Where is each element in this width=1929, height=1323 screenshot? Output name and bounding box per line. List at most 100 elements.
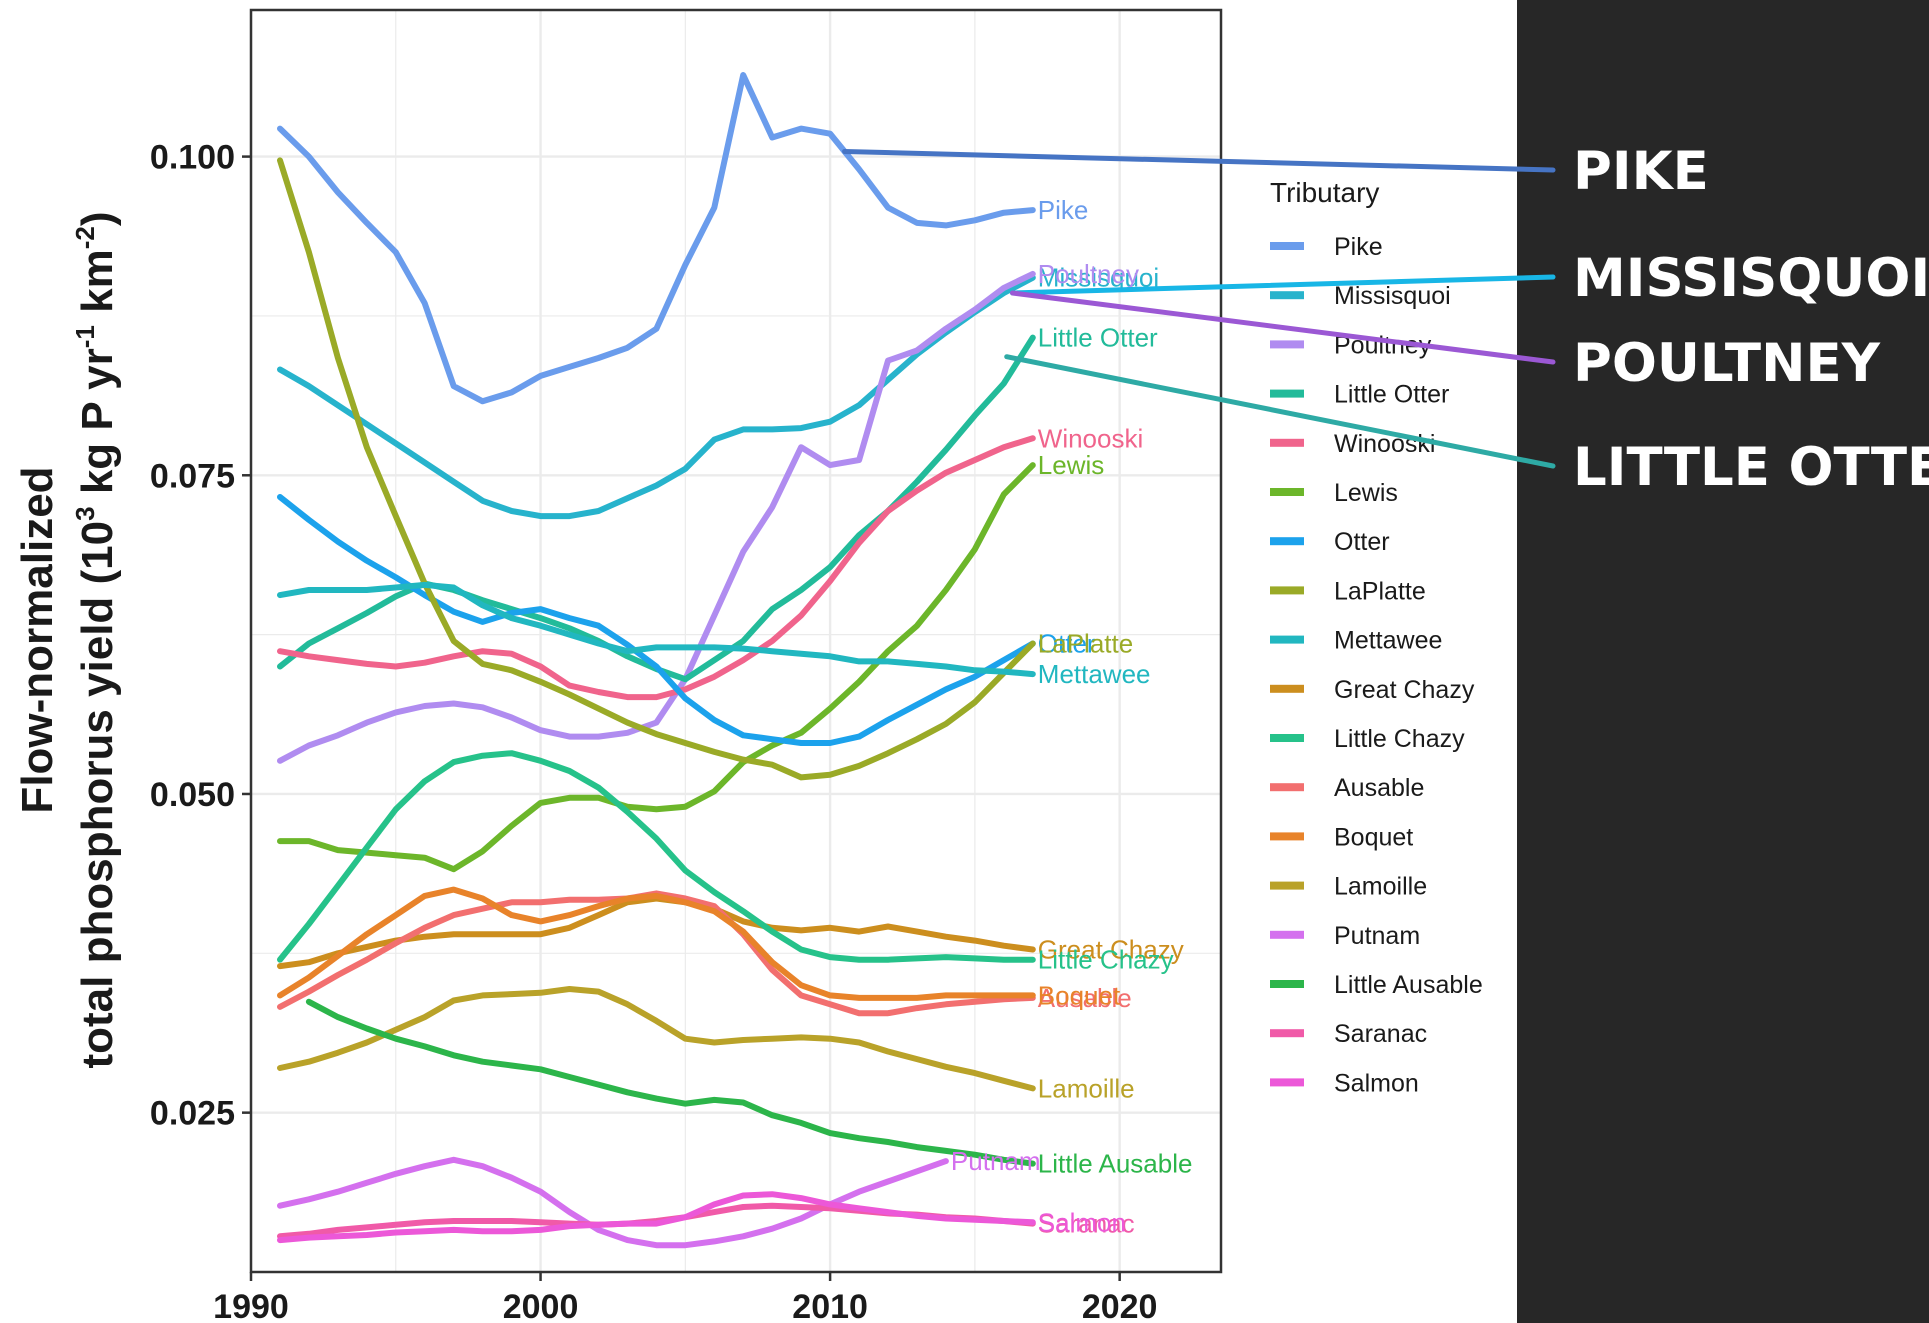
end-label-otter: Otter	[1038, 629, 1096, 659]
legend-key-lamoille	[1270, 881, 1304, 890]
legend-key-pike	[1270, 242, 1304, 250]
legend-label-lewis: Lewis	[1334, 479, 1398, 507]
y-tick-label-0.025: 0.025	[150, 1095, 235, 1133]
legend-label-putnam: Putnam	[1334, 922, 1420, 950]
end-label-winooski: Winooski	[1038, 423, 1143, 453]
callout-label-poultney: POULTNEY	[1573, 333, 1881, 394]
y-axis-title-line2: total phosphorus yield (103 kg P yr-1 km…	[70, 212, 122, 1069]
x-tick-label-2010: 2010	[792, 1288, 868, 1323]
y-axis-title-line1: Flow-normalized	[13, 466, 62, 813]
x-tick-label-2000: 2000	[503, 1288, 579, 1323]
callout-layer: PIKE MISSISQUOI POULTNEY LITTLE OTTER	[842, 141, 1929, 498]
end-label-boquet: Boquet	[1038, 980, 1121, 1010]
end-label-salmon: Salmon	[1038, 1207, 1126, 1237]
legend-title: Tributary	[1270, 177, 1379, 208]
series-line-missisquoi	[277, 274, 1036, 520]
legend-key-poultney	[1270, 340, 1304, 349]
legend-key-saranac	[1270, 1029, 1304, 1038]
series-line-little-chazy	[277, 750, 1036, 963]
series-line-pike	[277, 72, 1036, 405]
end-label-great-chazy: Great Chazy	[1038, 934, 1184, 964]
legend-key-little-ausable	[1270, 980, 1304, 988]
end-label-pike: Pike	[1038, 195, 1089, 225]
y-title-part-4: )	[73, 212, 122, 227]
series-line-laplatte	[277, 157, 1036, 781]
end-label-poultney: Poultney	[1038, 259, 1139, 289]
end-label-laplatte: LaPlatte	[1038, 629, 1133, 659]
y-title-part-1: total phosphorus yield (10	[73, 521, 122, 1069]
legend-key-missisquoi	[1270, 291, 1304, 300]
end-label-putnam: Putnam	[951, 1146, 1041, 1176]
legend-label-lamoille: Lamoille	[1334, 873, 1427, 901]
callout-line-poultney	[1010, 290, 1556, 365]
legend-label-little-ausable: Little Ausable	[1334, 971, 1483, 999]
legend-key-winooski	[1270, 438, 1304, 447]
series-line-poultney	[277, 270, 1036, 764]
callout-label-missisquoi: MISSISQUOI	[1573, 248, 1929, 309]
legend-key-otter	[1270, 537, 1304, 546]
end-label-lamoille: Lamoille	[1038, 1073, 1135, 1103]
plot-panel-border	[249, 8, 1223, 1274]
legend-key-mettawee	[1270, 635, 1304, 644]
series-line-salmon	[277, 1191, 1036, 1244]
end-label-little-chazy: Little Chazy	[1038, 945, 1174, 975]
y-title-part-2: kg P yr	[73, 348, 122, 506]
callout-label-pike: PIKE	[1573, 141, 1709, 202]
y-title-sup-3: -2	[70, 226, 100, 249]
series-line-boquet	[277, 886, 1036, 1001]
callout-line-little-otter	[1004, 354, 1556, 469]
end-label-little-otter: Little Otter	[1038, 323, 1158, 353]
dark-side-panel	[1517, 0, 1929, 1323]
series-line-lamoille	[277, 986, 1036, 1092]
callout-line-pike	[842, 148, 1556, 173]
y-tick-label-0.050: 0.050	[150, 776, 235, 814]
y-title-sup-1: 3	[70, 506, 100, 520]
legend-label-ausable: Ausable	[1334, 774, 1424, 802]
y-tick-label-0.100: 0.100	[150, 139, 235, 177]
y-title-sup-2: -1	[70, 325, 100, 348]
series-line-otter	[277, 494, 1036, 746]
legend-label-mettawee: Mettawee	[1334, 627, 1442, 655]
end-label-lewis: Lewis	[1038, 450, 1104, 480]
x-tick-label-2020: 2020	[1082, 1288, 1158, 1323]
legend-key-little-chazy	[1270, 734, 1304, 742]
legend-key-salmon	[1270, 1078, 1304, 1087]
y-title-part-3: km	[73, 249, 122, 325]
legend-label-boquet: Boquet	[1334, 823, 1413, 851]
series-line-mettawee	[277, 581, 1036, 678]
legend-label-otter: Otter	[1334, 528, 1390, 556]
series-layer	[277, 72, 1036, 1249]
end-label-mettawee: Mettawee	[1038, 659, 1151, 689]
legend-key-ausable	[1270, 783, 1304, 792]
legend-label-missisquoi: Missisquoi	[1334, 282, 1451, 310]
legend-label-little-otter: Little Otter	[1334, 381, 1449, 409]
legend-label-saranac: Saranac	[1334, 1020, 1427, 1048]
callout-line-missisquoi	[1010, 274, 1556, 296]
legend-key-boquet	[1270, 832, 1304, 841]
legend-key-laplatte	[1270, 586, 1304, 595]
series-line-lewis	[277, 462, 1036, 873]
legend-label-salmon: Salmon	[1334, 1069, 1419, 1097]
legend-key-little-otter	[1270, 389, 1304, 398]
x-tick-label-1990: 1990	[213, 1288, 289, 1323]
legend-key-putnam	[1270, 930, 1304, 939]
y-tick-label-0.075: 0.075	[150, 457, 235, 495]
legend-key-great-chazy	[1270, 684, 1304, 693]
tick-layer: 1990 2000 2010 2020 0.025 0.050 0.075 0.100	[150, 139, 1158, 1323]
series-line-winooski	[277, 435, 1036, 701]
legend-label-great-chazy: Great Chazy	[1334, 676, 1475, 704]
callout-label-little-otter: LITTLE OTTER	[1573, 437, 1929, 498]
legend-label-pike: Pike	[1334, 233, 1383, 261]
legend-label-laplatte: LaPlatte	[1334, 577, 1426, 605]
end-label-ausable: Ausable	[1038, 983, 1132, 1013]
y-axis-title: Flow-normalized total phosphorus yield (…	[13, 212, 122, 1069]
legend-label-little-chazy: Little Chazy	[1334, 725, 1465, 753]
end-label-saranac: Saranac	[1038, 1209, 1135, 1239]
legend-key-lewis	[1270, 488, 1304, 496]
series-line-little-ausable	[305, 998, 1036, 1167]
end-label-little-ausable: Little Ausable	[1038, 1149, 1193, 1179]
